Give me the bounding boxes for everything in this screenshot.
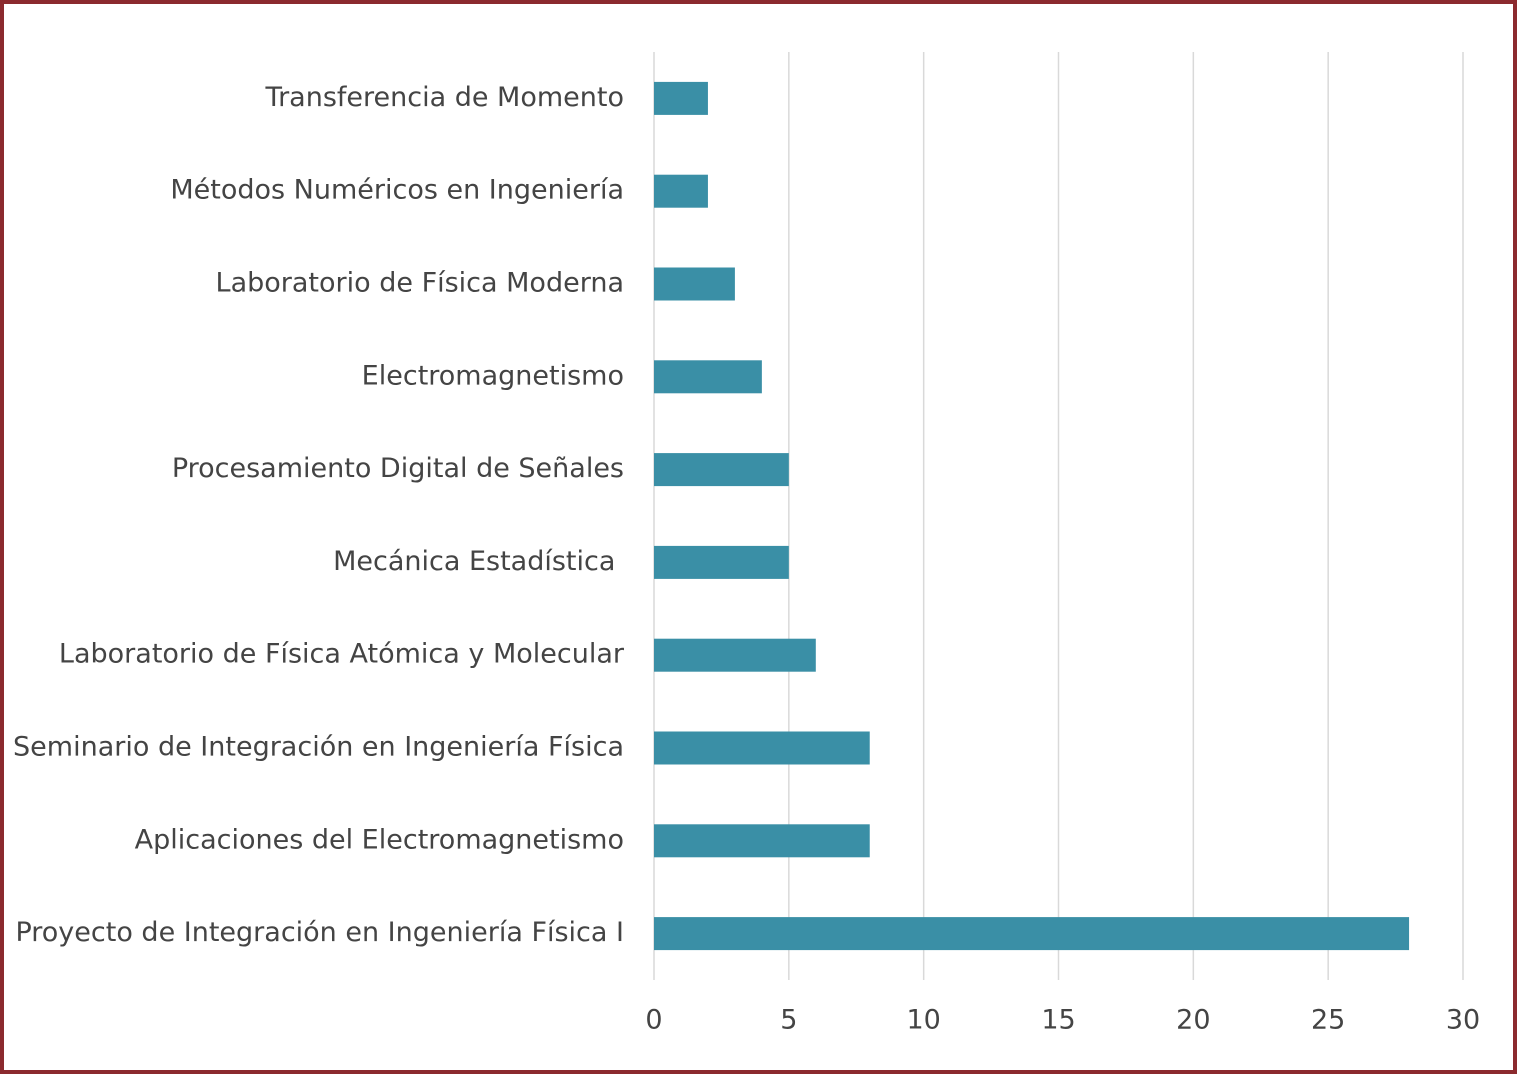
y-tick-label: Proyecto de Integración en Ingeniería Fí… (15, 917, 624, 948)
bar (654, 453, 789, 487)
y-tick-label: Laboratorio de Física Atómica y Molecula… (59, 639, 625, 670)
bar (654, 360, 762, 394)
y-tick-label: Métodos Numéricos en Ingeniería (170, 175, 624, 206)
x-tick-label: 30 (1446, 1005, 1480, 1036)
x-tick-label: 10 (906, 1005, 940, 1036)
y-tick-label: Mecánica Estadística (333, 546, 624, 577)
bar (654, 174, 708, 208)
bar (654, 731, 870, 765)
x-tick-label: 20 (1176, 1005, 1210, 1036)
bar (654, 824, 870, 858)
y-tick-label: Laboratorio de Física Moderna (216, 268, 624, 299)
bar (654, 917, 1410, 951)
bar (654, 545, 789, 579)
y-tick-label: Electromagnetismo (362, 360, 624, 391)
y-tick-label: Aplicaciones del Electromagnetismo (135, 824, 624, 855)
x-tick-label: 5 (780, 1005, 797, 1036)
bar (654, 267, 735, 301)
y-tick-label: Procesamiento Digital de Señales (172, 453, 624, 484)
x-tick-label: 25 (1311, 1005, 1345, 1036)
x-tick-label: 15 (1041, 1005, 1075, 1036)
bar (654, 81, 708, 115)
y-tick-label: Transferencia de Momento (265, 82, 624, 113)
y-tick-label: Seminario de Integración en Ingeniería F… (13, 732, 624, 763)
bar (654, 638, 816, 672)
x-tick-label: 0 (645, 1005, 662, 1036)
